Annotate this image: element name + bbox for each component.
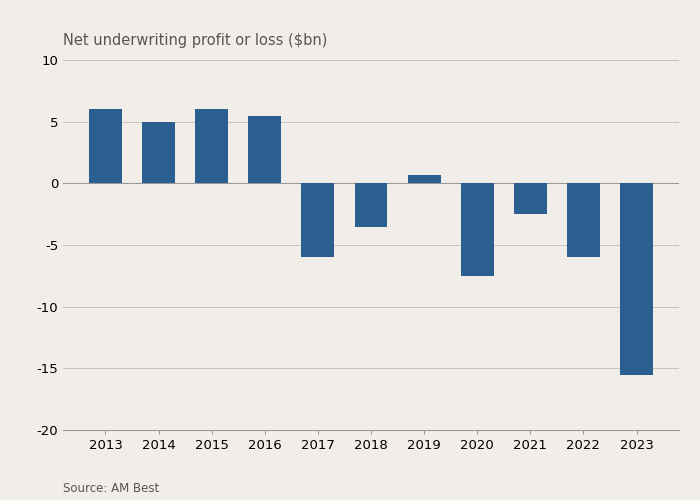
Bar (354, 184, 388, 226)
Text: Net underwriting profit or loss ($bn): Net underwriting profit or loss ($bn) (63, 32, 328, 48)
Bar (142, 122, 175, 184)
Bar (407, 174, 440, 184)
Bar (195, 110, 228, 184)
Bar (567, 184, 600, 258)
Bar (514, 184, 547, 214)
Bar (461, 184, 494, 276)
Text: Source: AM Best: Source: AM Best (63, 482, 160, 495)
Bar (89, 110, 122, 184)
Bar (620, 184, 653, 374)
Bar (302, 184, 335, 258)
Bar (248, 116, 281, 184)
